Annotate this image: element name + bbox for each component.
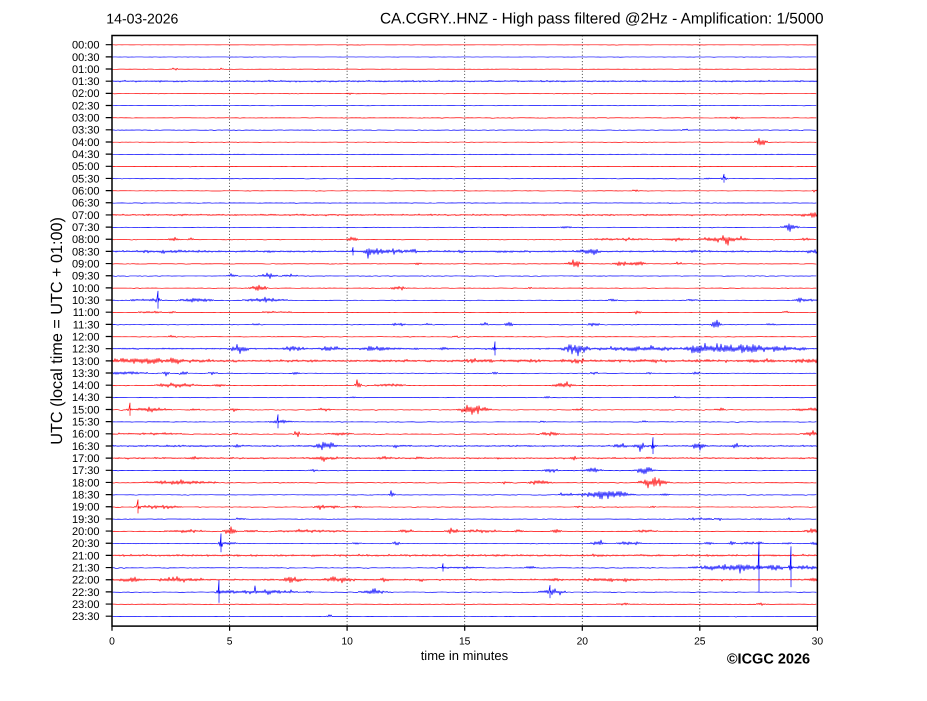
svg-text:14:30: 14:30: [72, 392, 100, 404]
svg-text:21:00: 21:00: [72, 550, 100, 562]
svg-text:07:00: 07:00: [72, 210, 100, 222]
svg-text:19:00: 19:00: [72, 502, 100, 514]
svg-text:05:30: 05:30: [72, 173, 100, 185]
svg-text:02:30: 02:30: [72, 100, 100, 112]
svg-text:11:00: 11:00: [73, 307, 100, 319]
svg-text:21:30: 21:30: [72, 562, 100, 574]
svg-text:08:00: 08:00: [72, 234, 100, 246]
svg-text:09:30: 09:30: [72, 271, 100, 283]
svg-text:03:00: 03:00: [72, 113, 100, 125]
svg-text:23:30: 23:30: [72, 611, 100, 623]
svg-text:11:30: 11:30: [73, 319, 100, 331]
svg-text:10: 10: [341, 637, 353, 648]
svg-text:04:00: 04:00: [72, 137, 100, 149]
svg-text:25: 25: [694, 637, 706, 648]
svg-text:00:30: 00:30: [72, 52, 100, 64]
svg-text:20: 20: [577, 637, 589, 648]
svg-text:10:00: 10:00: [72, 283, 100, 295]
svg-text:00:00: 00:00: [72, 40, 100, 52]
svg-text:20:00: 20:00: [72, 526, 100, 538]
svg-text:15: 15: [459, 637, 471, 648]
svg-text:03:30: 03:30: [72, 125, 100, 137]
svg-text:23:00: 23:00: [72, 599, 100, 611]
svg-text:14:00: 14:00: [72, 380, 100, 392]
svg-text:UTC (local time = UTC + 01:00): UTC (local time = UTC + 01:00): [48, 217, 66, 445]
svg-text:19:30: 19:30: [72, 514, 100, 526]
svg-text:07:30: 07:30: [72, 222, 100, 234]
svg-text:time in minutes: time in minutes: [421, 648, 509, 663]
svg-text:20:30: 20:30: [72, 538, 100, 550]
svg-text:0: 0: [109, 637, 115, 648]
svg-text:06:30: 06:30: [72, 198, 100, 210]
svg-text:16:30: 16:30: [72, 441, 100, 453]
svg-text:05:00: 05:00: [72, 161, 100, 173]
svg-text:CA.CGRY..HNZ - High pass filte: CA.CGRY..HNZ - High pass filtered @2Hz -…: [380, 10, 824, 27]
svg-text:15:30: 15:30: [72, 417, 100, 429]
svg-text:01:30: 01:30: [72, 76, 100, 88]
svg-text:22:00: 22:00: [72, 575, 100, 587]
svg-text:12:30: 12:30: [72, 344, 100, 356]
svg-text:13:30: 13:30: [72, 368, 100, 380]
svg-text:©ICGC 2026: ©ICGC 2026: [727, 652, 810, 668]
svg-text:08:30: 08:30: [72, 246, 100, 258]
svg-text:16:00: 16:00: [72, 429, 100, 441]
svg-text:5: 5: [227, 637, 233, 648]
svg-text:22:30: 22:30: [72, 587, 100, 599]
svg-text:14-03-2026: 14-03-2026: [106, 10, 178, 26]
svg-text:18:00: 18:00: [72, 477, 100, 489]
svg-text:02:00: 02:00: [72, 88, 100, 100]
svg-text:09:00: 09:00: [72, 258, 100, 270]
svg-text:10:30: 10:30: [72, 295, 100, 307]
svg-text:15:00: 15:00: [72, 404, 100, 416]
svg-text:18:30: 18:30: [72, 490, 100, 502]
svg-text:04:30: 04:30: [72, 149, 100, 161]
svg-text:17:00: 17:00: [72, 453, 100, 465]
svg-text:12:00: 12:00: [72, 331, 100, 343]
svg-text:01:00: 01:00: [72, 64, 100, 76]
svg-text:17:30: 17:30: [72, 465, 100, 477]
svg-text:06:00: 06:00: [72, 186, 100, 198]
svg-text:30: 30: [812, 637, 824, 648]
svg-text:13:00: 13:00: [72, 356, 100, 368]
